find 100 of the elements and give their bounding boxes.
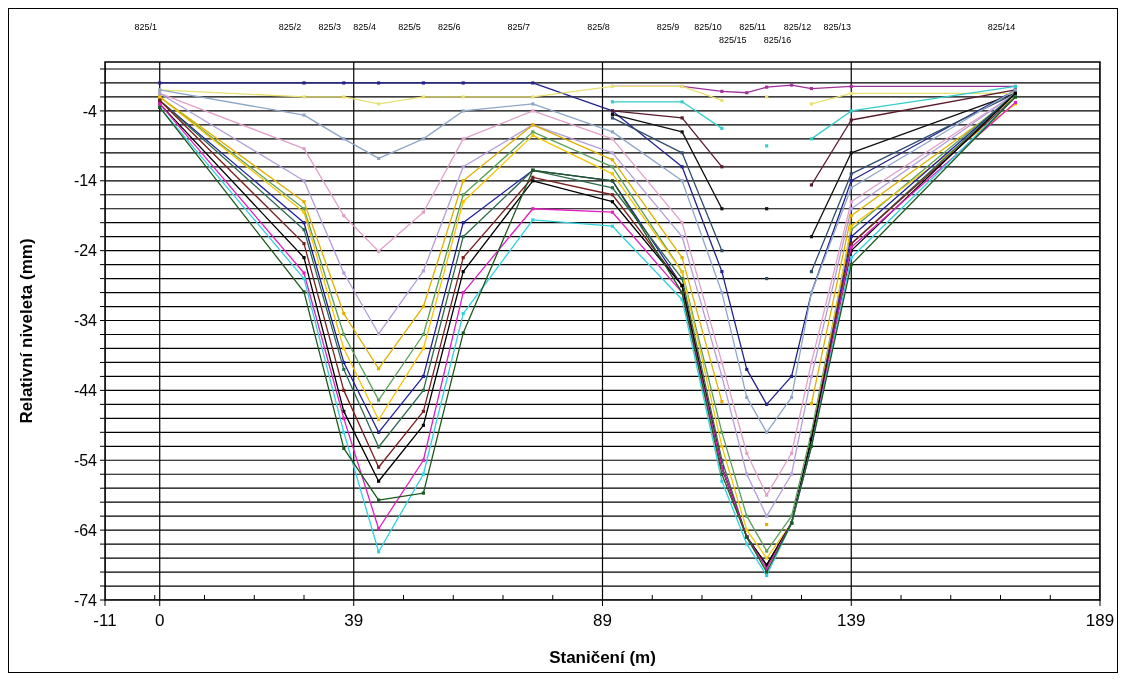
point (680, 151, 684, 155)
point (765, 522, 769, 527)
text: 825/16 (763, 35, 792, 45)
text: 825/2 (278, 22, 302, 32)
text: 825/15 (719, 35, 747, 45)
y-tick-label: -24 (73, 242, 98, 260)
point (789, 83, 794, 87)
point (849, 256, 853, 260)
point (342, 430, 346, 434)
x-tick-label: 189 (1085, 611, 1115, 630)
point (745, 395, 749, 399)
point (461, 331, 465, 335)
point (849, 179, 853, 183)
point (461, 95, 465, 99)
text: 825/7 (507, 22, 531, 32)
point (849, 214, 853, 218)
point (610, 186, 615, 190)
point (849, 263, 853, 267)
point (461, 290, 465, 295)
point (765, 556, 769, 560)
y-tick-label: -64 (73, 521, 98, 539)
point (610, 116, 615, 120)
point (610, 130, 615, 134)
point (765, 430, 769, 434)
point (720, 89, 724, 93)
point (765, 549, 769, 553)
point (680, 130, 684, 134)
point (720, 472, 724, 476)
point (377, 527, 381, 531)
point (377, 418, 381, 422)
point (302, 271, 306, 275)
point (531, 175, 535, 179)
point (765, 95, 769, 99)
point (849, 151, 853, 155)
point (421, 269, 425, 273)
point (377, 498, 381, 502)
point (720, 444, 724, 448)
point (720, 399, 724, 404)
point (531, 81, 535, 85)
text: 825/10 (694, 22, 722, 32)
point (849, 109, 853, 113)
point (745, 367, 749, 372)
point (461, 235, 465, 239)
point (765, 207, 769, 211)
point (421, 374, 425, 378)
point (610, 100, 615, 104)
point (377, 81, 381, 85)
point (302, 221, 306, 225)
point (421, 388, 425, 392)
point (461, 81, 465, 85)
point (610, 151, 615, 155)
point (680, 277, 684, 281)
x-axis-title: Staničení (m) (549, 648, 656, 667)
point (461, 137, 465, 141)
point (610, 200, 615, 204)
point (302, 113, 306, 117)
point (610, 210, 615, 214)
point (720, 126, 724, 130)
point (809, 137, 814, 141)
point (421, 472, 425, 476)
point (765, 573, 769, 578)
point (377, 445, 381, 449)
point (610, 137, 615, 141)
point (789, 374, 794, 378)
point (745, 451, 749, 455)
point (809, 360, 814, 365)
point (765, 493, 769, 497)
point (342, 214, 346, 218)
point (531, 102, 535, 106)
point (809, 183, 814, 187)
point (745, 514, 749, 518)
point (302, 147, 306, 151)
x-tick-label: 0 (154, 611, 165, 630)
point (610, 224, 615, 228)
point (610, 165, 615, 169)
point (849, 84, 853, 89)
point (680, 256, 684, 260)
point (720, 270, 724, 274)
point (302, 290, 306, 294)
point (377, 367, 381, 371)
text: 825/13 (823, 22, 852, 32)
point (765, 85, 769, 89)
text: 825/1 (134, 22, 157, 32)
point (342, 367, 346, 372)
point (849, 186, 853, 190)
point (461, 311, 465, 316)
point (302, 200, 306, 204)
point (610, 193, 615, 197)
point (421, 423, 425, 427)
point (809, 102, 814, 106)
point (610, 158, 615, 162)
point (789, 472, 794, 476)
point (302, 256, 306, 260)
point (849, 207, 853, 211)
text: 825/5 (398, 22, 421, 32)
point (680, 235, 684, 239)
point (377, 249, 381, 253)
point (720, 165, 724, 169)
point (377, 465, 381, 469)
point (809, 374, 814, 378)
